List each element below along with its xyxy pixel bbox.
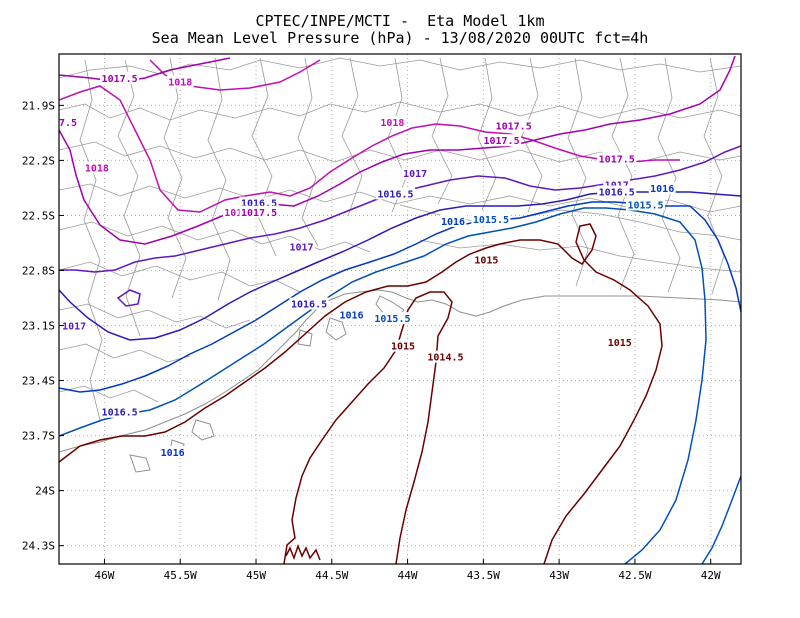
- contour-label: 1017: [289, 243, 313, 254]
- contour-label-bg: [166, 75, 194, 88]
- contour-label-bg: [597, 152, 637, 165]
- isobar-1017-loop: [116, 289, 141, 307]
- lat-tick-label: 22.8S: [22, 264, 55, 277]
- lon-tick-label: 44.5W: [315, 569, 348, 582]
- contour-label: 1016: [441, 217, 465, 228]
- contour-label-bg: [159, 446, 187, 459]
- contour-label: 1018: [380, 118, 404, 129]
- contour-label-bg: [389, 339, 417, 352]
- isobar-1016: [59, 201, 741, 393]
- contour-label-bg: [439, 214, 467, 227]
- isobar-1015: [59, 223, 663, 564]
- lon-tick-label: 42W: [701, 569, 721, 582]
- contour-label-bg: [425, 350, 466, 363]
- contour-label: 1015.5: [473, 215, 509, 226]
- contour-label-bg: [471, 213, 511, 226]
- chart-title-line2: Sea Mean Level Pressure (hPa) - 13/08/20…: [151, 29, 649, 47]
- contour-label-bg: [289, 297, 329, 310]
- contour-label: 1016.5: [291, 299, 327, 310]
- contour-label: 1016.5: [241, 199, 277, 210]
- axis-ticks: 46W 45.5W 45W 44.5W 44W 43.5W 43W 42.5W 42W 21.9S…: [22, 99, 721, 582]
- lon-tick-label: 45.5W: [164, 569, 197, 582]
- contour-label: 1016.5: [377, 189, 413, 200]
- contour-label: 1017.5: [496, 122, 532, 133]
- contour-label-bg: [375, 187, 416, 200]
- contour-label: 1018: [168, 78, 192, 89]
- contour-label: 1015: [391, 342, 415, 353]
- contour-label-bg: [83, 161, 111, 174]
- contour-label: 1015.5: [627, 200, 663, 211]
- contour-label: 1016: [161, 448, 185, 459]
- contour-label: 1017.5: [599, 155, 635, 166]
- lon-tick-label: 42.5W: [618, 569, 651, 582]
- contour-label: 1014.5: [427, 353, 463, 364]
- contour-label-bg: [494, 119, 534, 132]
- contour-label-bg: [648, 181, 676, 194]
- contour-label: 1015: [608, 338, 632, 349]
- lat-tick-label: 24S: [35, 485, 55, 498]
- isobar-1017_5: [59, 55, 736, 245]
- contour-label-bg: [338, 308, 365, 321]
- contour-label: 1016.5: [599, 188, 635, 199]
- chart-title-line1: CPTEC/INPE/MCTI - Eta Model 1km: [255, 12, 545, 30]
- contour-label: 1018: [85, 164, 109, 175]
- contour-label-bg: [59, 115, 79, 128]
- lon-tick-label: 43W: [549, 569, 569, 582]
- contour-label: 1018: [224, 208, 248, 219]
- contour-label-bg: [239, 205, 279, 218]
- contour-label-bg: [288, 240, 315, 253]
- isobar-lines: [59, 55, 741, 564]
- contour-label-bg: [472, 253, 500, 266]
- contour-label-bg: [606, 336, 634, 349]
- isobar-1015_5: [59, 207, 707, 564]
- graticule: [59, 54, 741, 564]
- lat-tick-label: 21.9S: [22, 99, 55, 112]
- contour-label-bg: [481, 134, 522, 147]
- contour-label: 1016.5: [102, 408, 138, 419]
- isobar-1017_5-north: [59, 57, 231, 83]
- isobar-1014_5: [283, 291, 453, 564]
- contour-label-bg: [60, 319, 88, 332]
- contour-label-bg: [100, 71, 140, 84]
- contour-label-bg: [379, 115, 406, 128]
- contour-label-bg: [401, 167, 429, 180]
- contour-label: 1015: [474, 255, 498, 266]
- contour-label: 1016: [650, 184, 674, 195]
- municipal-borders: [59, 57, 741, 421]
- lat-tick-label: 23.1S: [22, 320, 55, 333]
- contour-label-bg: [372, 312, 413, 325]
- contour-label: 1017.5: [41, 118, 77, 129]
- lon-tick-label: 43.5W: [467, 569, 500, 582]
- contour-label-bg: [239, 196, 279, 209]
- contour-label: 1017.5: [241, 208, 277, 219]
- contour-label: 1017.5: [102, 74, 138, 85]
- contour-label: 1016: [339, 311, 363, 322]
- contour-label-bg: [100, 405, 140, 418]
- contour-label: 1015.5: [374, 314, 410, 325]
- map-frame: [58, 53, 742, 565]
- lon-tick-label: 46W: [95, 569, 115, 582]
- lat-tick-label: 22.5S: [22, 209, 55, 222]
- contour-label: 1017: [62, 322, 86, 333]
- lat-tick-label: 24.3S: [22, 540, 55, 553]
- isobar-1018: [59, 85, 680, 213]
- contour-label: 1017.5: [483, 136, 519, 147]
- lon-tick-label: 45W: [246, 569, 266, 582]
- contour-label: 1017: [403, 169, 427, 180]
- contour-label-bg: [597, 185, 637, 198]
- isobar-1015_5-south: [701, 475, 741, 564]
- lon-tick-label: 44W: [398, 569, 418, 582]
- lat-tick-label: 22.2S: [22, 154, 55, 167]
- contour-label-bg: [625, 198, 666, 211]
- isobar-1014_5-wiggle: [285, 543, 321, 561]
- lat-tick-label: 23.4S: [22, 375, 55, 388]
- lat-tick-label: 23.7S: [22, 430, 55, 443]
